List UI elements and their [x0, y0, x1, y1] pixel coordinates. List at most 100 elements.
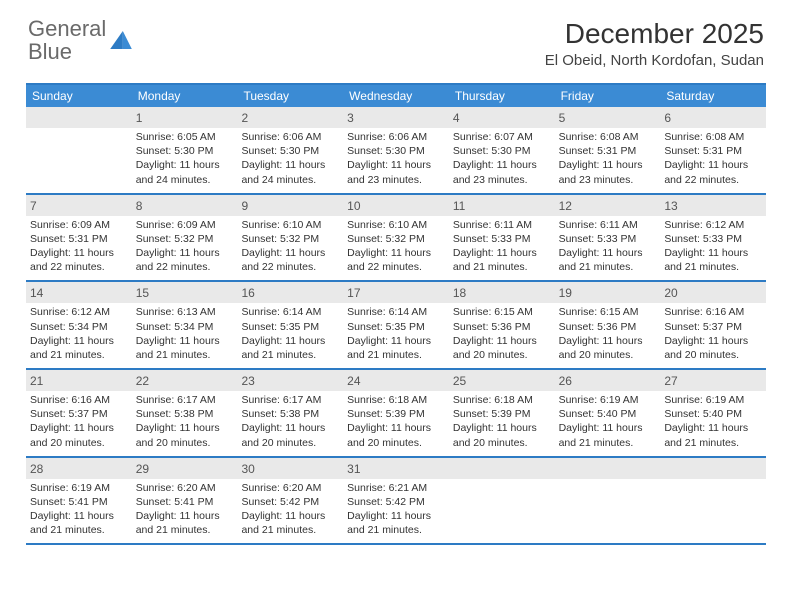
daylight-line-2: and 21 minutes.	[241, 348, 339, 362]
day-cell: 27Sunrise: 6:19 AMSunset: 5:40 PMDayligh…	[660, 370, 766, 456]
daylight-line-2: and 20 minutes.	[559, 348, 657, 362]
logo-word2: Blue	[28, 39, 72, 64]
daynum-bar	[449, 458, 555, 479]
sunset-line: Sunset: 5:41 PM	[136, 495, 234, 509]
daylight-line-2: and 21 minutes.	[30, 523, 128, 537]
daylight-line: Daylight: 11 hours	[136, 334, 234, 348]
day-number: 11	[453, 199, 465, 213]
day-number: 3	[347, 111, 354, 125]
daynum-bar: 24	[343, 370, 449, 391]
daylight-line-2: and 23 minutes.	[347, 173, 445, 187]
sunset-line: Sunset: 5:39 PM	[347, 407, 445, 421]
sunset-line: Sunset: 5:31 PM	[664, 144, 762, 158]
sunrise-line: Sunrise: 6:20 AM	[136, 481, 234, 495]
day-cell: 24Sunrise: 6:18 AMSunset: 5:39 PMDayligh…	[343, 370, 449, 456]
daylight-line: Daylight: 11 hours	[453, 334, 551, 348]
day-number: 1	[136, 111, 143, 125]
daynum-bar: 28	[26, 458, 132, 479]
daynum-bar: 16	[237, 282, 343, 303]
day-number: 15	[136, 286, 149, 300]
day-number: 23	[241, 374, 254, 388]
day-cell: 20Sunrise: 6:16 AMSunset: 5:37 PMDayligh…	[660, 282, 766, 368]
week-row: 28 Sunrise: 6:19 AM Sunset: 5:41 PMDayligh…	[26, 458, 766, 546]
sunset-line: Sunset: 5:31 PM	[30, 232, 128, 246]
daylight-line: Daylight: 11 hours	[453, 158, 551, 172]
day-cell: 18Sunrise: 6:15 AMSunset: 5:36 PMDayligh…	[449, 282, 555, 368]
day-number: 12	[559, 199, 572, 213]
sunrise-line: Sunrise: 6:11 AM	[453, 218, 551, 232]
day-cell: 21Sunrise: 6:16 AMSunset: 5:37 PMDayligh…	[26, 370, 132, 456]
day-number: 14	[30, 286, 43, 300]
week-row: 21Sunrise: 6:16 AMSunset: 5:37 PMDayligh…	[26, 370, 766, 458]
day-header: Thursday	[449, 85, 555, 107]
sunrise-line: Sunrise: 6:19 AM	[30, 481, 128, 495]
sunset-line: Sunset: 5:33 PM	[664, 232, 762, 246]
daynum-bar: 20	[660, 282, 766, 303]
daylight-line: Daylight: 11 hours	[136, 421, 234, 435]
daylight-line-2: and 21 minutes.	[347, 523, 445, 537]
daynum-bar: 31	[343, 458, 449, 479]
day-number: 25	[453, 374, 466, 388]
daylight-line: Daylight: 11 hours	[241, 246, 339, 260]
day-cell: 23Sunrise: 6:17 AMSunset: 5:38 PMDayligh…	[237, 370, 343, 456]
daylight-line: Daylight: 11 hours	[453, 421, 551, 435]
daylight-line: Daylight: 11 hours	[30, 246, 128, 260]
day-number: 6	[664, 111, 671, 125]
daylight-line: Daylight: 11 hours	[241, 421, 339, 435]
daylight-line: Daylight: 11 hours	[136, 246, 234, 260]
logo: General Blue	[28, 18, 132, 64]
daylight-line-2: and 21 minutes.	[30, 348, 128, 362]
daylight-line-2: and 20 minutes.	[241, 436, 339, 450]
sunset-line: Sunset: 5:32 PM	[347, 232, 445, 246]
week-row: 14Sunrise: 6:12 AMSunset: 5:34 PMDayligh…	[26, 282, 766, 370]
day-cell: 28Sunrise: 6:19 AMSunset: 5:41 PMDayligh…	[26, 458, 132, 544]
daylight-line-2: and 24 minutes.	[136, 173, 234, 187]
sunrise-line: Sunrise: 6:15 AM	[453, 305, 551, 319]
sunrise-line: Sunrise: 6:18 AM	[453, 393, 551, 407]
daylight-line: Daylight: 11 hours	[664, 158, 762, 172]
sunrise-line: Sunrise: 6:17 AM	[136, 393, 234, 407]
sunrise-line: Sunrise: 6:19 AM	[664, 393, 762, 407]
daylight-line: Daylight: 11 hours	[559, 246, 657, 260]
day-number: 18	[453, 286, 466, 300]
day-header: Sunday	[26, 85, 132, 107]
sunset-line: Sunset: 5:33 PM	[453, 232, 551, 246]
daynum-bar: 3	[343, 107, 449, 128]
daylight-line-2: and 21 minutes.	[347, 348, 445, 362]
sunrise-line: Sunrise: 6:09 AM	[136, 218, 234, 232]
daylight-line-2: and 23 minutes.	[453, 173, 551, 187]
day-number: 22	[136, 374, 149, 388]
daynum-bar: 8	[132, 195, 238, 216]
sunrise-line: Sunrise: 6:13 AM	[136, 305, 234, 319]
sunset-line: Sunset: 5:37 PM	[664, 320, 762, 334]
daylight-line-2: and 20 minutes.	[453, 436, 551, 450]
sunset-line: Sunset: 5:34 PM	[30, 320, 128, 334]
sunset-line: Sunset: 5:30 PM	[241, 144, 339, 158]
sunset-line: Sunset: 5:31 PM	[559, 144, 657, 158]
day-cell: 14Sunrise: 6:12 AMSunset: 5:34 PMDayligh…	[26, 282, 132, 368]
day-header: Tuesday	[237, 85, 343, 107]
logo-word1: General	[28, 16, 106, 41]
daylight-line: Daylight: 11 hours	[347, 334, 445, 348]
daynum-bar: 13	[660, 195, 766, 216]
day-cell	[555, 458, 661, 544]
day-number: 21	[30, 374, 43, 388]
day-cell: 7Sunrise: 6:09 AMSunset: 5:31 PMDaylight…	[26, 195, 132, 281]
daylight-line: Daylight: 11 hours	[136, 509, 234, 523]
header: General Blue December 2025 El Obeid, Nor…	[0, 0, 792, 73]
day-cell: 30Sunrise: 6:20 AMSunset: 5:42 PMDayligh…	[237, 458, 343, 544]
day-number: 10	[347, 199, 360, 213]
daylight-line-2: and 20 minutes.	[347, 436, 445, 450]
daylight-line-2: and 21 minutes.	[136, 523, 234, 537]
day-cell: 26Sunrise: 6:19 AMSunset: 5:40 PMDayligh…	[555, 370, 661, 456]
daylight-line: Daylight: 11 hours	[136, 158, 234, 172]
daynum-bar: 5	[555, 107, 661, 128]
day-cell: 10Sunrise: 6:10 AMSunset: 5:32 PMDayligh…	[343, 195, 449, 281]
day-number: 2	[241, 111, 248, 125]
daynum-bar: 14	[26, 282, 132, 303]
logo-triangle-icon	[110, 31, 132, 49]
daynum-bar: 27	[660, 370, 766, 391]
sunrise-line: Sunrise: 6:05 AM	[136, 130, 234, 144]
day-number: 30	[241, 462, 254, 476]
daynum-bar: 23	[237, 370, 343, 391]
